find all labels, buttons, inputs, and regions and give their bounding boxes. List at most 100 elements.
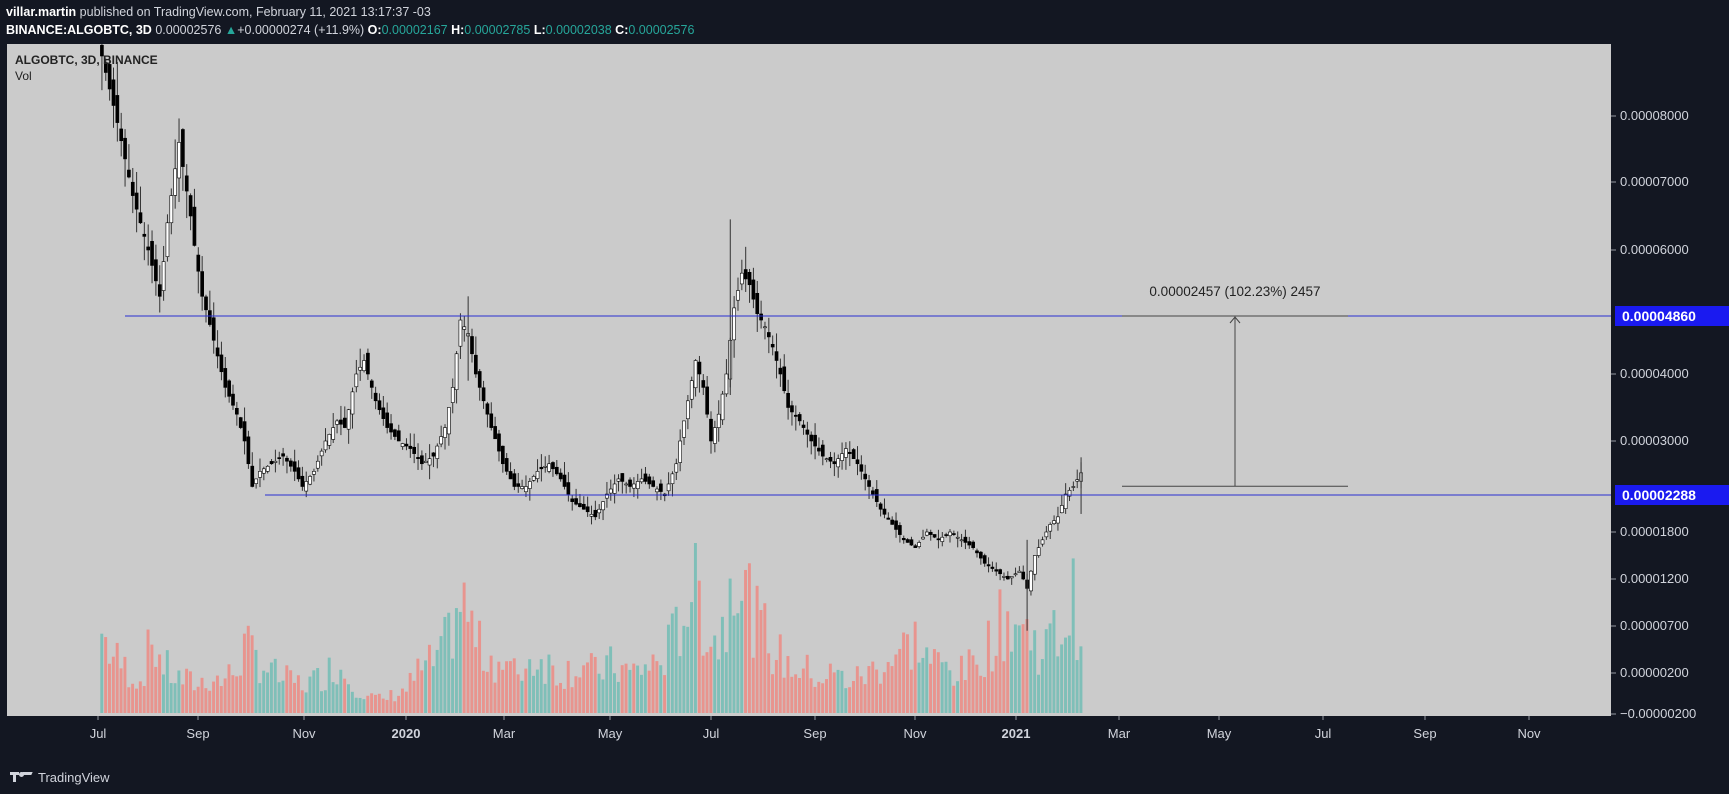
volume-bar <box>909 669 913 713</box>
candle-body <box>504 458 509 472</box>
volume-bar <box>269 662 273 713</box>
author-name[interactable]: villar.martin <box>6 5 77 19</box>
volume-bar <box>825 679 828 713</box>
volume-bar <box>1044 629 1048 713</box>
volume-bar <box>358 697 362 713</box>
candle-body <box>312 471 316 475</box>
candle-body <box>385 412 390 428</box>
candle-body <box>678 440 682 463</box>
candle-body <box>724 373 729 395</box>
candle-body <box>319 450 324 457</box>
volume-bar <box>485 671 489 713</box>
price-chart[interactable]: Jul Sep Nov 2020 Mar May Jul Sep Nov 2021 Mar May Ju… <box>0 44 1729 760</box>
time-axis-label: Jul <box>703 726 720 741</box>
volume-bar <box>724 652 728 713</box>
candle-body <box>408 445 413 449</box>
volume-bar <box>878 683 882 713</box>
candle-body <box>955 536 960 539</box>
volume-bar <box>917 662 921 713</box>
volume-bar <box>809 678 813 713</box>
candle-body <box>940 536 945 542</box>
volume-bar <box>470 610 474 713</box>
volume-bar <box>543 683 547 713</box>
volume-bar <box>574 676 578 713</box>
candle-body <box>362 360 366 371</box>
volume-bar <box>215 675 219 713</box>
candle-body <box>605 493 609 499</box>
volume-bar <box>212 681 216 713</box>
candle-body <box>100 44 104 57</box>
candle-body <box>817 447 821 452</box>
candle-body <box>967 541 972 546</box>
candle-body <box>238 417 243 428</box>
price-change: +0.00000274 (+11.9%) <box>237 23 365 37</box>
candle-body <box>512 473 517 487</box>
volume-bar <box>709 646 713 713</box>
volume-bar <box>273 658 277 713</box>
measure-arrow-icon <box>1229 316 1241 324</box>
candle-body <box>1040 539 1045 545</box>
candle-body <box>986 564 991 567</box>
candle-body <box>975 550 979 554</box>
time-axis-label: 2020 <box>392 726 421 741</box>
volume-bar <box>755 585 759 713</box>
volume-bar <box>686 626 690 713</box>
volume-bar <box>998 589 1002 713</box>
volume-bar <box>566 660 570 713</box>
footer-bar: TradingView <box>0 760 1729 794</box>
volume-bar <box>316 668 320 713</box>
candle-body <box>713 427 717 444</box>
volume-bar <box>697 580 701 713</box>
volume-bar <box>597 673 601 713</box>
candle-body <box>115 95 120 123</box>
candle-body <box>258 471 262 478</box>
candle-body <box>674 463 679 473</box>
volume-bar <box>397 695 401 713</box>
volume-bar <box>331 682 335 713</box>
candle-body <box>331 427 336 440</box>
volume-bar <box>404 691 408 713</box>
volume-bar <box>277 682 281 713</box>
candle-body <box>936 538 941 541</box>
volume-bar <box>377 693 381 713</box>
volume-bar <box>655 661 659 713</box>
volume-bar <box>427 644 431 713</box>
candle-body <box>254 478 258 484</box>
candle-body <box>759 313 763 321</box>
volume-bar <box>983 677 987 713</box>
candle-body <box>173 168 177 196</box>
candle-body <box>211 317 216 341</box>
candle-body <box>416 457 420 459</box>
volume-bar <box>840 670 844 713</box>
volume-bar <box>894 654 898 713</box>
volume-bar <box>1075 660 1079 713</box>
candle-body <box>208 310 212 325</box>
tradingview-logo[interactable]: TradingView <box>10 769 110 785</box>
candle-body <box>535 471 540 479</box>
volume-bar <box>813 686 817 713</box>
candle-body <box>524 486 528 493</box>
candle-body <box>470 336 474 355</box>
candle-body <box>844 448 848 458</box>
candle-body <box>547 463 551 472</box>
volume-bar <box>740 600 744 713</box>
candle-body <box>998 569 1002 575</box>
candle-body <box>250 465 255 487</box>
volume-bar <box>131 683 135 713</box>
volume-bar <box>408 672 412 713</box>
volume-bar <box>508 661 512 713</box>
volume-bar <box>1071 558 1075 713</box>
candle-body <box>890 519 895 525</box>
candle-body <box>354 373 359 388</box>
high-label: H: <box>451 23 465 37</box>
volume-bar <box>736 613 740 713</box>
volume-bar <box>790 676 794 713</box>
volume-bar <box>1006 611 1010 713</box>
volume-bar <box>616 681 620 713</box>
candle-body <box>554 466 559 475</box>
volume-bar <box>119 668 123 713</box>
candle-body <box>157 284 162 297</box>
candle-body <box>851 449 856 459</box>
legend-symbol: ALGOBTC, 3D, BINANCE <box>15 53 158 67</box>
volume-bar <box>551 665 555 713</box>
